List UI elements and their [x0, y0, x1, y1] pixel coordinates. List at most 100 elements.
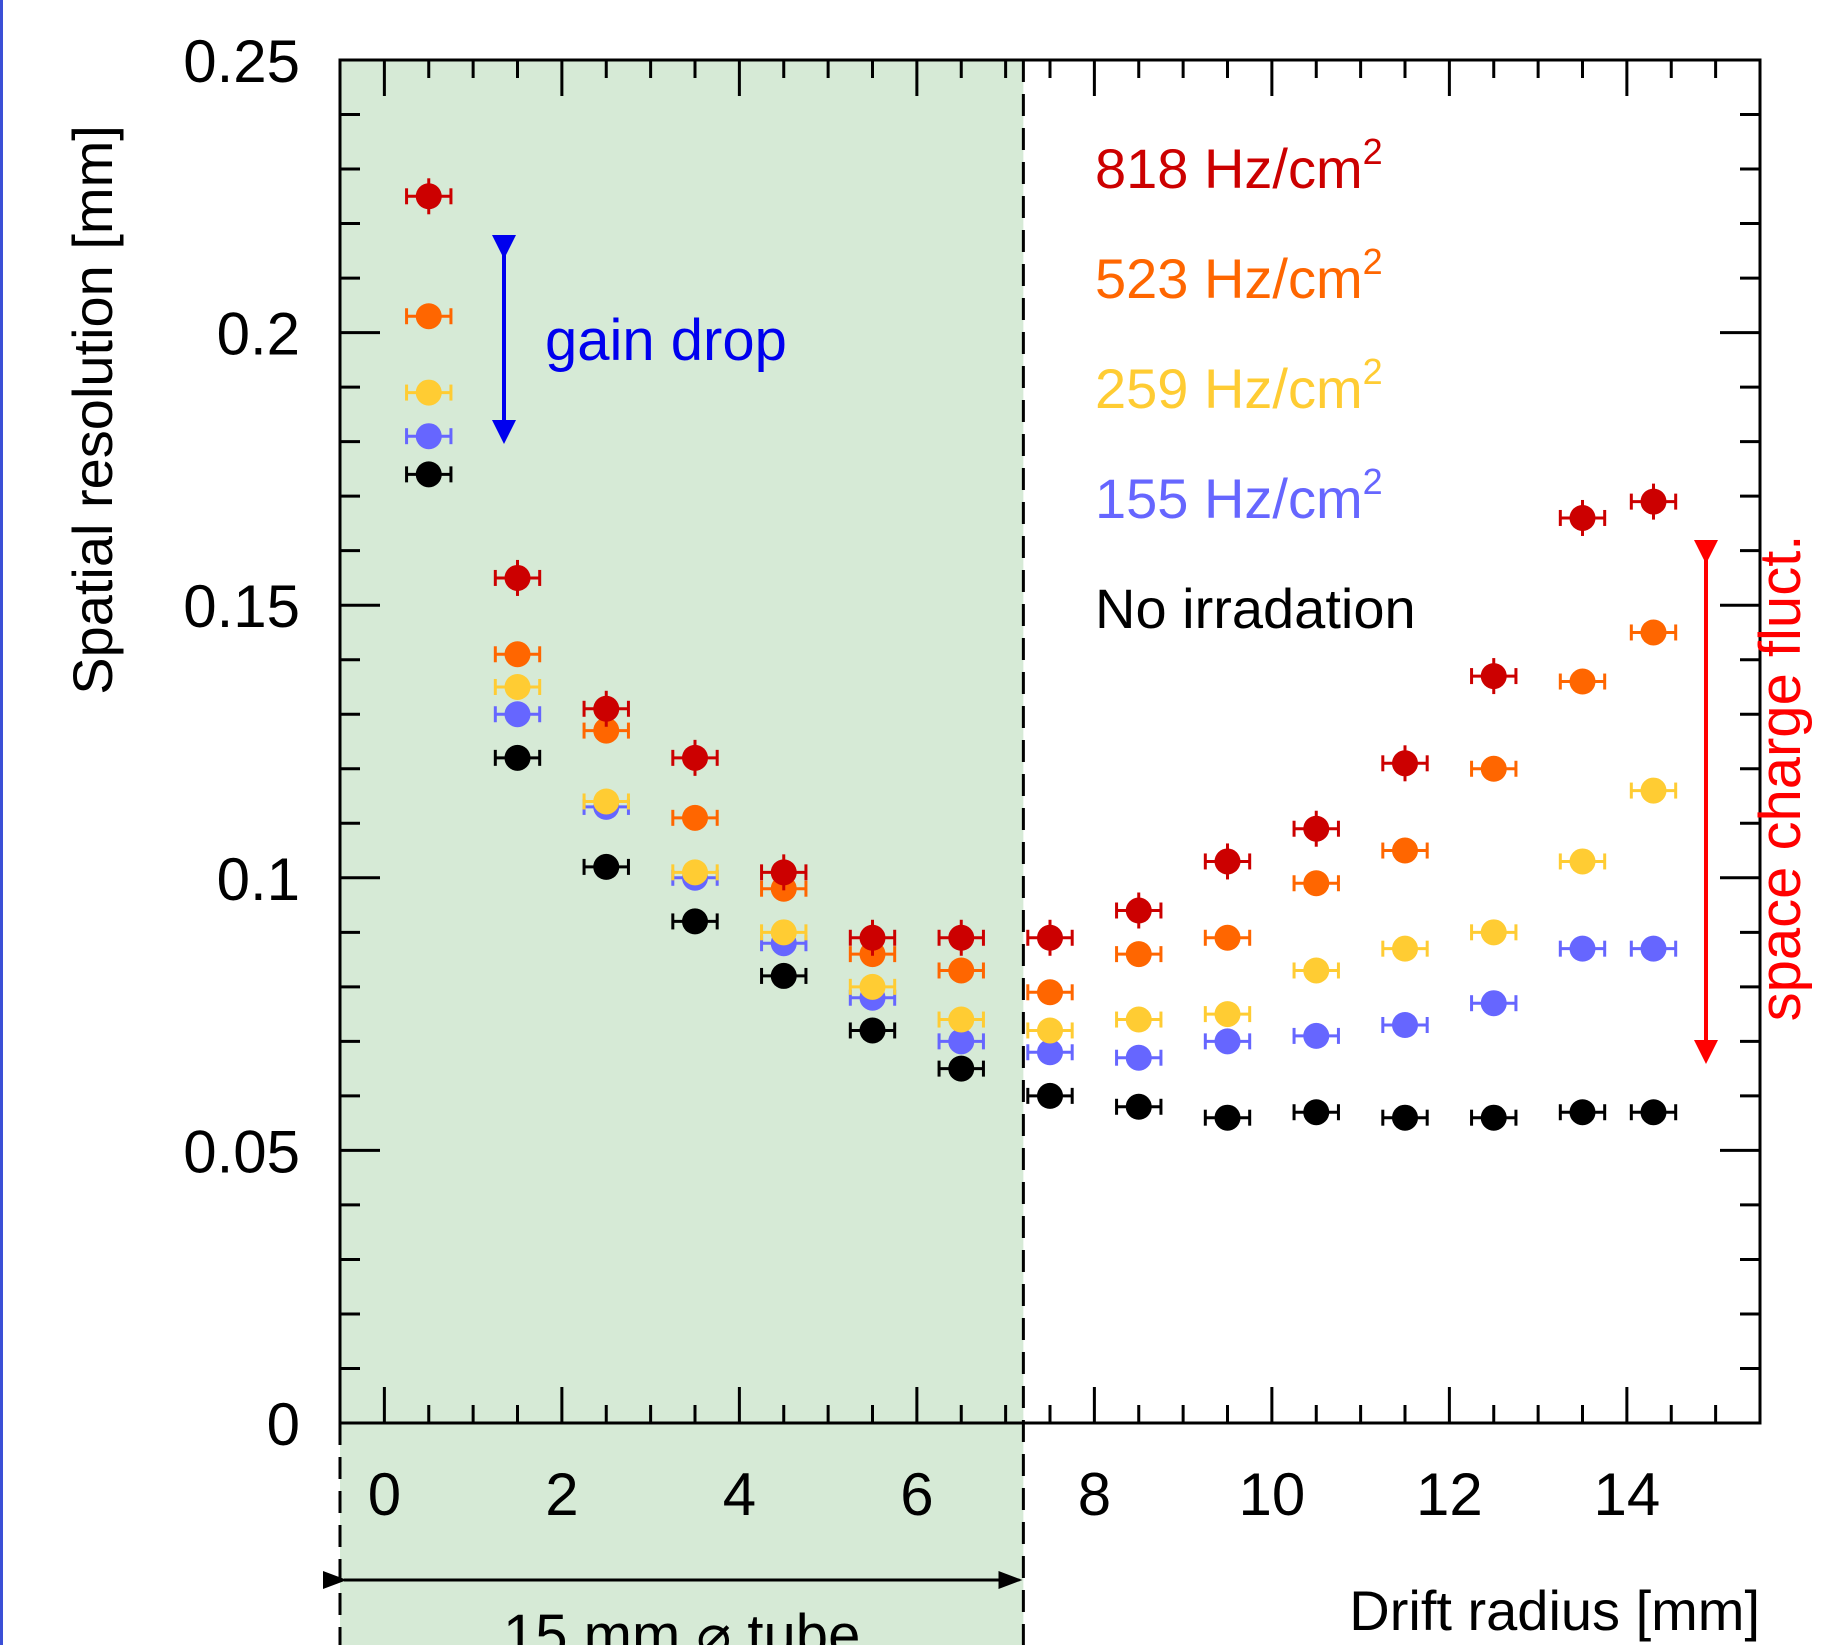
tube-region-shade-below [340, 1423, 1024, 1645]
data-marker [1392, 1012, 1418, 1039]
data-point-259-hz-cm [1203, 1001, 1252, 1028]
data-point-no-irradation [1558, 1099, 1607, 1126]
data-point-no-irradation [405, 461, 453, 488]
data-marker [1037, 1082, 1063, 1109]
y-tick-label: 0.1 [217, 846, 300, 913]
data-point-155-hz-cm [1115, 1044, 1163, 1071]
data-marker [948, 957, 975, 984]
left-border-line [0, 0, 3, 1645]
data-marker [1214, 848, 1241, 875]
data-marker [770, 962, 797, 989]
data-marker [1480, 990, 1507, 1017]
data-point-523-hz-cm [582, 717, 630, 744]
data-marker [948, 1006, 975, 1033]
data-marker [504, 564, 531, 591]
data-point-818-hz-cm [760, 854, 808, 891]
data-point-no-irradation [1292, 1099, 1340, 1126]
data-marker [1303, 815, 1330, 842]
data-point-no-irradation [1115, 1093, 1163, 1120]
data-point-818-hz-cm [582, 690, 630, 727]
data-point-155-hz-cm [405, 423, 453, 450]
data-marker [1037, 924, 1063, 951]
tube-region-shade [340, 60, 1024, 1423]
data-marker [682, 744, 708, 771]
data-marker [504, 701, 531, 728]
data-point-155-hz-cm [1470, 990, 1518, 1017]
x-tick-label: 6 [900, 1461, 933, 1528]
data-point-155-hz-cm [1558, 935, 1607, 962]
data-marker [859, 973, 886, 1000]
data-marker [504, 744, 531, 771]
data-marker [593, 717, 620, 744]
data-point-155-hz-cm [1203, 1028, 1252, 1055]
x-tick-label: 10 [1239, 1461, 1306, 1528]
data-marker [1392, 750, 1418, 777]
axis-ticks [340, 58, 1760, 1425]
data-point-259-hz-cm [405, 379, 453, 406]
data-marker [1392, 837, 1418, 864]
data-marker [1037, 1039, 1063, 1066]
data-marker [1480, 663, 1507, 690]
space-charge-label: space charge fluct. [1748, 535, 1813, 1022]
data-marker [504, 641, 531, 668]
data-marker [682, 908, 708, 935]
data-point-no-irradation [493, 744, 542, 771]
data-marker [1569, 1099, 1596, 1126]
data-marker [859, 1017, 886, 1044]
data-marker [1640, 488, 1667, 515]
data-point-155-hz-cm [1629, 935, 1678, 962]
legend-entry: No irradation [1095, 577, 1416, 640]
data-marker [1480, 1104, 1507, 1131]
data-marker [1640, 619, 1667, 646]
data-marker [1214, 924, 1241, 951]
data-marker [415, 423, 442, 450]
data-point-818-hz-cm [1115, 892, 1163, 929]
x-tick-label: 14 [1594, 1461, 1661, 1528]
axis-tick-labels: 0 2 4 6 8 10 12 14 0 0.05 0.1 0.15 0.2 0.25 [183, 28, 1660, 1528]
data-marker [1480, 755, 1507, 782]
data-marker [1392, 935, 1418, 962]
data-point-155-hz-cm [1381, 1012, 1429, 1039]
data-marker [770, 859, 797, 886]
data-point-818-hz-cm [493, 559, 542, 596]
data-point-523-hz-cm [1629, 619, 1678, 646]
data-point-523-hz-cm [937, 957, 985, 984]
legend-entry: 259 Hz/cm2 [1095, 351, 1383, 420]
data-marker [1214, 1104, 1241, 1131]
data-marker [1125, 941, 1152, 968]
data-marker [682, 804, 708, 831]
data-point-523-hz-cm [493, 641, 542, 668]
data-marker [1480, 919, 1507, 946]
x-tick-label: 8 [1078, 1461, 1111, 1528]
data-point-no-irradation [1629, 1099, 1678, 1126]
legend-entry: 155 Hz/cm2 [1095, 461, 1383, 530]
data-point-818-hz-cm [1558, 499, 1607, 536]
data-marker [1640, 1099, 1667, 1126]
y-tick-label: 0.05 [183, 1118, 300, 1185]
data-marker [415, 183, 442, 210]
data-point-523-hz-cm [1381, 837, 1429, 864]
tube-width-label: 15 mm ⌀ tube [503, 1603, 860, 1645]
data-marker [1125, 897, 1152, 924]
data-point-523-hz-cm [1292, 870, 1340, 897]
data-point-259-hz-cm [1292, 957, 1340, 984]
data-point-523-hz-cm [405, 303, 453, 330]
data-point-155-hz-cm [1292, 1022, 1340, 1049]
data-point-818-hz-cm [1629, 483, 1678, 520]
data-marker [593, 788, 620, 815]
data-marker [1214, 1001, 1241, 1028]
data-point-155-hz-cm [937, 1028, 985, 1055]
data-marker [1214, 1028, 1241, 1055]
data-point-259-hz-cm [760, 919, 808, 946]
data-point-523-hz-cm [1203, 924, 1252, 951]
data-marker [948, 924, 975, 951]
y-tick-label: 0.15 [183, 573, 300, 640]
x-tick-label: 0 [368, 1461, 401, 1528]
data-point-818-hz-cm [1203, 843, 1252, 880]
data-point-523-hz-cm [1470, 755, 1518, 782]
data-point-259-hz-cm [1115, 1006, 1163, 1033]
data-marker [1125, 1044, 1152, 1071]
data-point-259-hz-cm [1629, 777, 1678, 804]
data-marker [1303, 870, 1330, 897]
data-point-259-hz-cm [1026, 1017, 1074, 1044]
